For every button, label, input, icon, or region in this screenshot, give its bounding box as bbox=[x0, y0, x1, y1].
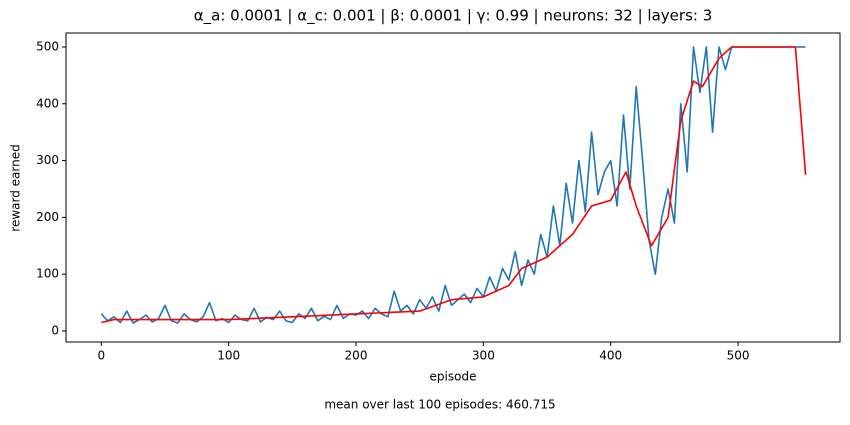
x-tick-label: 300 bbox=[472, 349, 495, 363]
y-tick-label: 200 bbox=[36, 210, 59, 224]
footnote: mean over last 100 episodes: 460.715 bbox=[324, 398, 555, 412]
x-axis-label: episode bbox=[430, 370, 477, 384]
chart-title: α_a: 0.0001 | α_c: 0.001 | β: 0.0001 | γ… bbox=[194, 7, 713, 26]
x-tick-label: 200 bbox=[345, 349, 368, 363]
y-tick-label: 300 bbox=[36, 153, 59, 167]
y-tick-label: 500 bbox=[36, 39, 59, 53]
y-axis-label: reward earned bbox=[9, 144, 23, 231]
y-tick-label: 400 bbox=[36, 96, 59, 110]
y-tick-label: 100 bbox=[36, 267, 59, 281]
x-tick-label: 100 bbox=[217, 349, 240, 363]
x-tick-label: 400 bbox=[599, 349, 622, 363]
x-tick-label: 0 bbox=[97, 349, 105, 363]
x-tick-label: 500 bbox=[727, 349, 750, 363]
series-line bbox=[101, 46, 807, 324]
y-tick-label: 0 bbox=[51, 323, 59, 337]
plot-frame bbox=[65, 32, 841, 343]
series-line bbox=[100, 46, 806, 324]
